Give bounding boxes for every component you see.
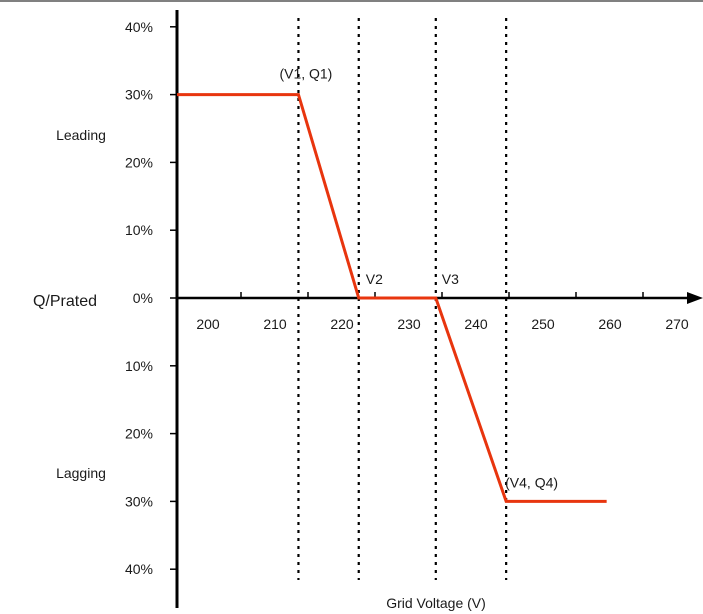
y-tick-label: 30% (125, 493, 153, 509)
y-tick-label: 20% (125, 426, 153, 442)
annotation-label: (V4, Q4) (505, 474, 558, 490)
x-tick-label: 220 (330, 316, 354, 332)
y-tick-label: 30% (125, 87, 153, 103)
lagging-label: Lagging (56, 465, 106, 481)
x-tick-label: 230 (397, 316, 421, 332)
y-axis-title: Q/Prated (33, 293, 97, 310)
y-tick-label: 20% (125, 154, 153, 170)
y-tick-label: 40% (125, 19, 153, 35)
leading-label: Leading (56, 127, 106, 143)
y-tick-label: 10% (125, 358, 153, 374)
x-tick-label: 240 (464, 316, 488, 332)
labels-group: 40% 30% 20% 10% 0% 10% 20% 30% 40% 200 210 220 230 24… (33, 19, 689, 611)
x-axis-arrowhead (687, 292, 703, 304)
y-tick-label: 10% (125, 222, 153, 238)
x-tick-label: 200 (196, 316, 220, 332)
annotation-label: (V1, Q1) (279, 66, 332, 82)
annotation-label: V3 (442, 271, 459, 287)
annotation-label: V2 (366, 271, 383, 287)
x-tick-label: 260 (598, 316, 622, 332)
y-tick-label: 40% (125, 561, 153, 577)
x-axis-title: Grid Voltage (V) (386, 595, 486, 611)
x-tick-label: 250 (531, 316, 555, 332)
y-tick-label: 0% (133, 290, 153, 306)
x-tick-label: 210 (263, 316, 287, 332)
x-tick-label: 270 (665, 316, 689, 332)
